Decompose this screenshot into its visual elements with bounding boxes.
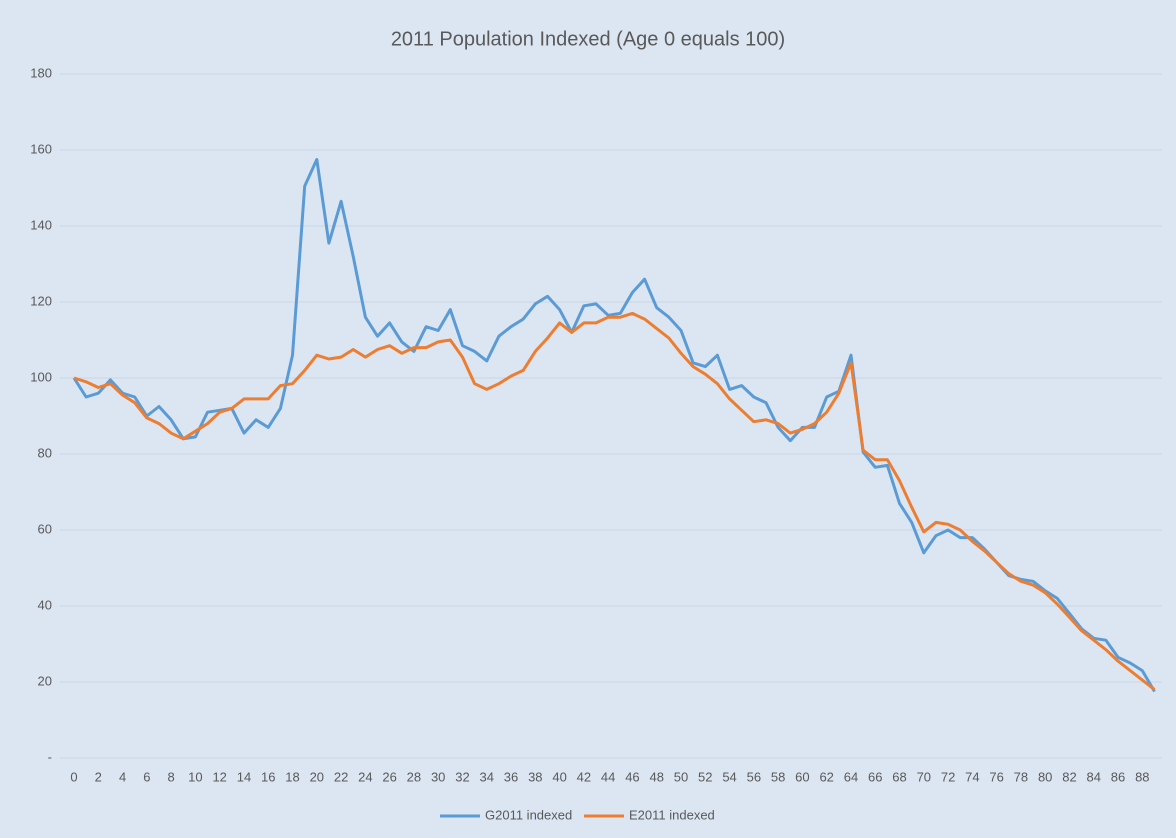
series-line xyxy=(73,311,1156,691)
x-tick-label: 26 xyxy=(382,769,396,784)
x-tick-label: 76 xyxy=(989,769,1003,784)
x-tick-label: 20 xyxy=(310,769,324,784)
x-tick-label: 68 xyxy=(892,769,906,784)
x-tick-label: 14 xyxy=(237,769,251,784)
x-tick-label: 6 xyxy=(143,769,150,784)
x-tick-label: 48 xyxy=(649,769,663,784)
series-line xyxy=(72,158,1156,693)
x-tick-label: 52 xyxy=(698,769,712,784)
x-tick-label: 44 xyxy=(601,769,615,784)
x-tick-label: 40 xyxy=(552,769,566,784)
y-tick-label: 120 xyxy=(30,293,52,308)
x-tick-label: 78 xyxy=(1014,769,1028,784)
x-tick-label: 8 xyxy=(168,769,175,784)
x-tick-label: 36 xyxy=(504,769,518,784)
x-tick-label: 70 xyxy=(917,769,931,784)
y-tick-label: 40 xyxy=(38,597,52,612)
x-tick-label: 12 xyxy=(212,769,226,784)
y-tick-label: 100 xyxy=(30,369,52,384)
x-tick-label: 80 xyxy=(1038,769,1052,784)
x-tick-label: 46 xyxy=(625,769,639,784)
y-tick-label: 180 xyxy=(30,65,52,80)
legend-label: E2011 indexed xyxy=(629,807,715,822)
x-tick-label: 30 xyxy=(431,769,445,784)
x-tick-label: 22 xyxy=(334,769,348,784)
x-tick-label: 60 xyxy=(795,769,809,784)
x-tick-label: 62 xyxy=(819,769,833,784)
y-tick-label: 160 xyxy=(30,141,52,156)
x-tick-label: 50 xyxy=(674,769,688,784)
x-tick-label: 38 xyxy=(528,769,542,784)
x-tick-label: 32 xyxy=(455,769,469,784)
y-tick-label: 140 xyxy=(30,217,52,232)
legend-label: G2011 indexed xyxy=(485,807,572,822)
y-tick-label: 80 xyxy=(38,445,52,460)
x-tick-label: 72 xyxy=(941,769,955,784)
y-tick-label: - xyxy=(48,749,52,764)
x-tick-label: 42 xyxy=(577,769,591,784)
x-tick-label: 56 xyxy=(747,769,761,784)
x-tick-label: 34 xyxy=(480,769,494,784)
x-tick-label: 10 xyxy=(188,769,202,784)
x-tick-label: 82 xyxy=(1062,769,1076,784)
x-tick-label: 58 xyxy=(771,769,785,784)
x-tick-label: 64 xyxy=(844,769,858,784)
x-tick-label: 84 xyxy=(1087,769,1101,784)
x-tick-label: 4 xyxy=(119,769,126,784)
x-tick-label: 24 xyxy=(358,769,372,784)
y-tick-label: 20 xyxy=(38,673,52,688)
x-tick-label: 0 xyxy=(70,769,77,784)
y-tick-label: 60 xyxy=(38,521,52,536)
x-tick-label: 18 xyxy=(285,769,299,784)
x-tick-label: 16 xyxy=(261,769,275,784)
x-tick-label: 54 xyxy=(722,769,736,784)
x-tick-label: 28 xyxy=(407,769,421,784)
x-tick-label: 74 xyxy=(965,769,979,784)
x-tick-label: 66 xyxy=(868,769,882,784)
x-tick-label: 88 xyxy=(1135,769,1149,784)
chart-title: 2011 Population Indexed (Age 0 equals 10… xyxy=(391,28,785,50)
x-tick-label: 2 xyxy=(95,769,102,784)
x-tick-label: 86 xyxy=(1111,769,1125,784)
